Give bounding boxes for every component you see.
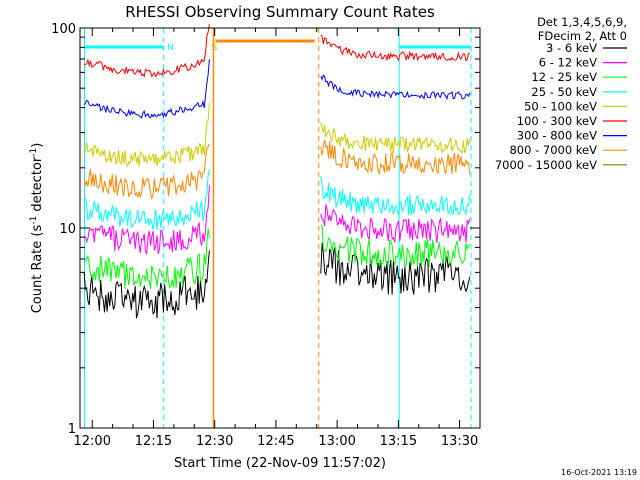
series-trace bbox=[320, 242, 471, 295]
series-trace bbox=[83, 24, 210, 78]
x-tick-label: 12:00 bbox=[74, 434, 111, 449]
flag-label-s: S bbox=[211, 43, 217, 53]
y-tick-label: 100 bbox=[51, 22, 76, 37]
info-line-2: FDecim 2, Att 0 bbox=[538, 29, 627, 43]
x-axis-label: Start Time (22-Nov-09 11:57:02) bbox=[174, 456, 386, 471]
x-tick-label: 12:45 bbox=[257, 434, 294, 449]
series-trace bbox=[320, 34, 470, 62]
chart-title: RHESSI Observing Summary Count Rates bbox=[125, 3, 435, 21]
x-tick-label: 12:30 bbox=[196, 434, 233, 449]
series-trace bbox=[83, 143, 210, 200]
series-trace bbox=[83, 228, 210, 289]
x-tick-label: 13:15 bbox=[380, 434, 417, 449]
detector-info: Det 1,3,4,5,6,9, FDecim 2, Att 0 bbox=[537, 15, 627, 43]
x-axis: 12:00 12:15 12:30 12:45 13:00 13:15 13:30 bbox=[74, 28, 481, 449]
series-trace bbox=[83, 169, 210, 230]
legend-label: 25 - 50 keV bbox=[531, 85, 597, 99]
series-trace bbox=[83, 185, 210, 255]
series-trace bbox=[320, 204, 471, 243]
y-axis: 1 10 100 bbox=[51, 22, 480, 437]
legend-label: 7000 - 15000 keV bbox=[495, 158, 597, 172]
series-trace bbox=[320, 224, 471, 268]
x-tick-label: 13:00 bbox=[318, 434, 355, 449]
legend-label: 3 - 6 keV bbox=[546, 41, 597, 55]
series-3-6-kev bbox=[83, 242, 471, 319]
series-trace bbox=[320, 74, 471, 101]
legend-label: 800 - 7000 keV bbox=[509, 143, 597, 157]
y-axis-label: Count Rate (s-1 detector-1) bbox=[29, 143, 45, 314]
legend-label: 12 - 25 keV bbox=[531, 70, 597, 84]
series-trace bbox=[83, 59, 210, 119]
series-6-12-kev bbox=[83, 185, 471, 255]
series-trace bbox=[83, 102, 210, 167]
legend-label: 100 - 300 keV bbox=[517, 114, 597, 128]
x-tick-label: 13:30 bbox=[441, 434, 478, 449]
x-tick-label: 12:15 bbox=[135, 434, 172, 449]
legend-label: 300 - 800 keV bbox=[517, 129, 597, 143]
series-100-300-kev bbox=[83, 24, 470, 78]
series-trace bbox=[320, 175, 471, 216]
series-trace bbox=[320, 122, 471, 154]
series-trace bbox=[83, 250, 210, 319]
legend-label: 6 - 12 keV bbox=[539, 56, 597, 70]
y-tick-label: 1 bbox=[68, 422, 76, 437]
legend-label: 50 - 100 keV bbox=[524, 99, 597, 113]
series-trace bbox=[320, 139, 471, 176]
series-12-25-kev bbox=[83, 224, 471, 289]
timestamp: 16-Oct-2021 13:19 bbox=[561, 468, 637, 477]
info-line-1: Det 1,3,4,5,6,9, bbox=[537, 15, 627, 29]
series-25-50-kev bbox=[83, 169, 471, 230]
series-800-7000-kev bbox=[83, 139, 471, 200]
series-300-800-kev bbox=[83, 59, 471, 119]
y-tick-label: 10 bbox=[59, 222, 76, 237]
series-50-100-kev bbox=[83, 102, 471, 167]
flag-label-n: N bbox=[167, 43, 174, 53]
